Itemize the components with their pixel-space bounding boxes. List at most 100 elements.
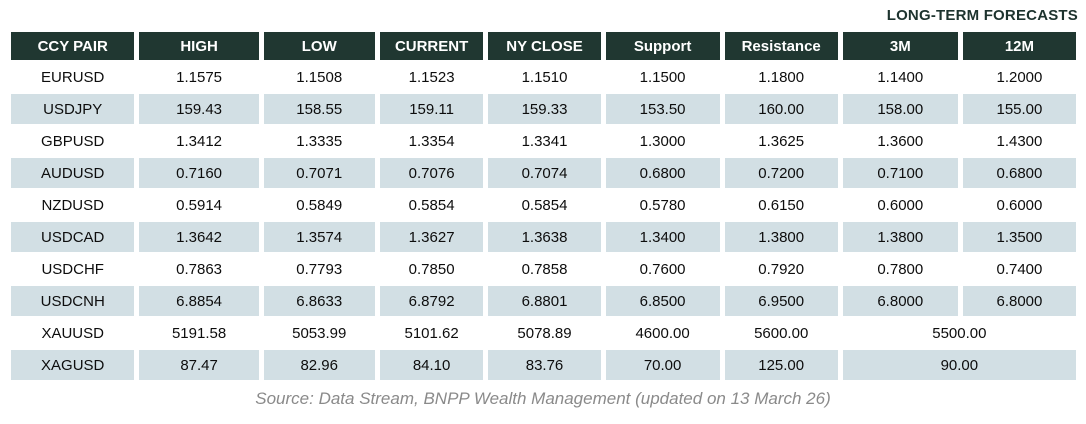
value-cell: 6.8792 [374, 284, 489, 318]
value-cell: 0.6150 [719, 188, 843, 222]
value-cell: 0.5854 [374, 188, 489, 222]
ccy-pair-cell: NZDUSD [5, 188, 140, 222]
value-cell: 1.3354 [374, 124, 489, 158]
value-cell: 159.43 [134, 92, 264, 126]
value-cell: 0.7071 [258, 156, 380, 190]
value-cell: 0.7160 [134, 156, 264, 190]
col-header-ny-close: NY CLOSE [483, 30, 606, 62]
value-cell: 70.00 [600, 348, 725, 382]
table-header-row: CCY PAIR HIGH LOW CURRENT NY CLOSE Suppo… [5, 30, 1082, 62]
table-row: XAGUSD 87.47 82.96 84.10 83.76 70.00 125.00 90.… [5, 348, 1082, 382]
value-cell: 158.55 [258, 92, 380, 126]
value-cell: 0.7074 [483, 156, 606, 190]
forecast-cell: 158.00 [837, 92, 963, 126]
forecast-cell: 90.00 [837, 348, 1082, 382]
value-cell: 1.3412 [134, 124, 264, 158]
value-cell: 0.7793 [258, 252, 380, 286]
value-cell: 6.8801 [483, 284, 606, 318]
value-cell: 0.7600 [600, 252, 725, 286]
value-cell: 160.00 [719, 92, 843, 126]
fx-forecast-table: CCY PAIR HIGH LOW CURRENT NY CLOSE Suppo… [5, 30, 1082, 382]
value-cell: 5600.00 [719, 316, 843, 350]
value-cell: 0.7200 [719, 156, 843, 190]
value-cell: 0.7850 [374, 252, 489, 286]
value-cell: 5191.58 [134, 316, 264, 350]
ccy-pair-cell: EURUSD [5, 60, 140, 94]
forecast-cell: 1.4300 [957, 124, 1082, 158]
forecast-cell: 5500.00 [837, 316, 1082, 350]
forecast-cell: 1.3500 [957, 220, 1082, 254]
long-term-forecasts-label: LONG-TERM FORECASTS [886, 7, 1078, 24]
ccy-pair-cell: USDCAD [5, 220, 140, 254]
col-header-3m: 3M [837, 30, 963, 62]
table-row: XAUUSD 5191.58 5053.99 5101.62 5078.89 4600.0… [5, 316, 1082, 350]
table-row: GBPUSD 1.3412 1.3335 1.3354 1.3341 1.3000 1.36… [5, 124, 1082, 158]
value-cell: 5053.99 [258, 316, 380, 350]
forecast-cell: 1.3600 [837, 124, 963, 158]
forecast-cell: 1.1400 [837, 60, 963, 94]
value-cell: 1.1500 [600, 60, 725, 94]
ccy-pair-cell: GBPUSD [5, 124, 140, 158]
forecast-cell: 1.3800 [837, 220, 963, 254]
col-header-support: Support [600, 30, 725, 62]
value-cell: 0.5854 [483, 188, 606, 222]
forecast-cell: 0.7800 [837, 252, 963, 286]
value-cell: 82.96 [258, 348, 380, 382]
value-cell: 0.6800 [600, 156, 725, 190]
forecast-cell: 1.2000 [957, 60, 1082, 94]
value-cell: 1.3800 [719, 220, 843, 254]
forecast-cell: 155.00 [957, 92, 1082, 126]
ccy-pair-cell: XAGUSD [5, 348, 140, 382]
ccy-pair-cell: USDJPY [5, 92, 140, 126]
value-cell: 6.8854 [134, 284, 264, 318]
table-row: AUDUSD 0.7160 0.7071 0.7076 0.7074 0.6800 0.72… [5, 156, 1082, 190]
value-cell: 1.3642 [134, 220, 264, 254]
value-cell: 83.76 [483, 348, 606, 382]
forecast-cell: 6.8000 [957, 284, 1082, 318]
ccy-pair-cell: AUDUSD [5, 156, 140, 190]
value-cell: 84.10 [374, 348, 489, 382]
forecast-cell: 0.6800 [957, 156, 1082, 190]
value-cell: 1.1510 [483, 60, 606, 94]
value-cell: 1.3335 [258, 124, 380, 158]
forecast-cell: 0.6000 [837, 188, 963, 222]
value-cell: 5078.89 [483, 316, 606, 350]
col-header-high: HIGH [134, 30, 264, 62]
value-cell: 0.7858 [483, 252, 606, 286]
value-cell: 159.11 [374, 92, 489, 126]
value-cell: 1.1800 [719, 60, 843, 94]
fx-table-body: EURUSD 1.1575 1.1508 1.1523 1.1510 1.1500 1.18… [5, 60, 1082, 382]
col-header-ccy-pair: CCY PAIR [5, 30, 140, 62]
value-cell: 6.8500 [600, 284, 725, 318]
col-header-current: CURRENT [374, 30, 489, 62]
table-row: USDCAD 1.3642 1.3574 1.3627 1.3638 1.3400 1.38… [5, 220, 1082, 254]
value-cell: 1.1575 [134, 60, 264, 94]
ccy-pair-cell: USDCNH [5, 284, 140, 318]
value-cell: 1.3638 [483, 220, 606, 254]
value-cell: 1.3627 [374, 220, 489, 254]
value-cell: 1.1523 [374, 60, 489, 94]
col-header-low: LOW [258, 30, 380, 62]
value-cell: 87.47 [134, 348, 264, 382]
value-cell: 0.7076 [374, 156, 489, 190]
table-row: EURUSD 1.1575 1.1508 1.1523 1.1510 1.1500 1.18… [5, 60, 1082, 94]
value-cell: 0.5914 [134, 188, 264, 222]
value-cell: 0.7863 [134, 252, 264, 286]
value-cell: 1.3400 [600, 220, 725, 254]
col-header-12m: 12M [957, 30, 1082, 62]
ccy-pair-cell: USDCHF [5, 252, 140, 286]
source-attribution: Source: Data Stream, BNPP Wealth Managem… [255, 389, 831, 408]
value-cell: 1.3341 [483, 124, 606, 158]
value-cell: 4600.00 [600, 316, 725, 350]
table-row: NZDUSD 0.5914 0.5849 0.5854 0.5854 0.5780 0.61… [5, 188, 1082, 222]
table-row: USDJPY 159.43 158.55 159.11 159.33 153.50 160.… [5, 92, 1082, 126]
col-header-resistance: Resistance [719, 30, 843, 62]
value-cell: 6.9500 [719, 284, 843, 318]
value-cell: 1.1508 [258, 60, 380, 94]
value-cell: 5101.62 [374, 316, 489, 350]
ccy-pair-cell: XAUUSD [5, 316, 140, 350]
value-cell: 1.3000 [600, 124, 725, 158]
forecast-cell: 0.6000 [957, 188, 1082, 222]
value-cell: 6.8633 [258, 284, 380, 318]
